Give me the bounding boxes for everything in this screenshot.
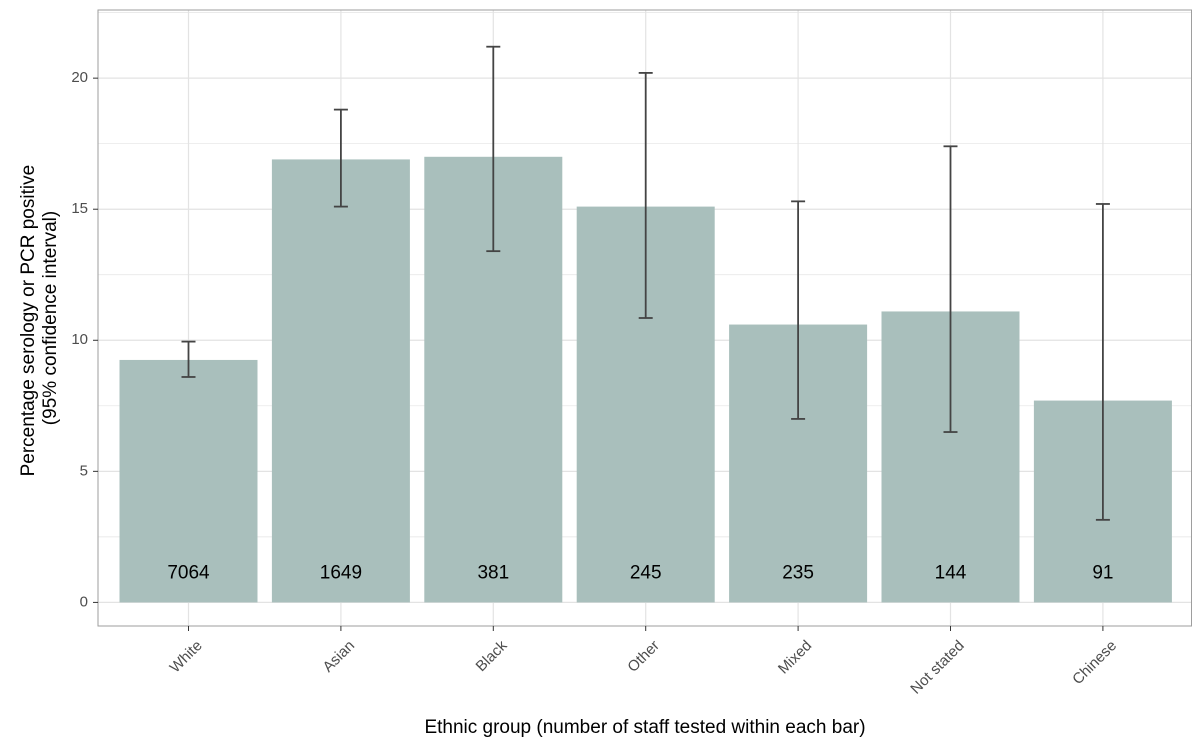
bar-count-label: 1649 [320,563,362,584]
y-tick-label: 20 [71,69,88,86]
bar-count-label: 91 [1092,563,1113,584]
y-axis-ticks: 0 5 10 15 20 [71,69,98,610]
error-bar [791,200,806,420]
x-axis-title: Ethnic group (number of staff tested wit… [424,717,865,738]
bar-count-label: 235 [782,563,814,584]
x-tick-label: Not stated [907,637,967,697]
bar-asian [271,159,410,603]
x-tick-label: Mixed [775,637,815,677]
x-axis-ticks: White Asian Black Other Mixed Not stated Chine… [167,626,1120,698]
bar-count-labels: 7064 1649 381 245 235 144 91 [167,563,1113,584]
bar-count-label: 381 [477,563,509,584]
y-tick-label: 0 [80,593,88,610]
y-axis-title-line-2: (95% confidence interval) [40,211,61,425]
error-bars [181,45,1110,521]
bar-white [119,359,258,603]
x-tick-label: Black [473,637,511,675]
error-bar [181,340,196,378]
x-tick-label: Asian [320,637,359,676]
x-tick-label: White [167,637,206,676]
y-axis-title-line-1: Percentage serology or PCR positive [18,165,39,477]
error-bar [333,108,348,208]
x-tick-label: Other [624,637,663,676]
bar-count-label: 245 [630,563,662,584]
y-tick-label: 15 [71,200,88,217]
bar-count-label: 7064 [167,563,210,584]
error-bar [486,45,501,253]
error-bar [638,72,653,319]
y-axis-title: Percentage serology or PCR positive (95%… [18,160,61,477]
error-bar [943,145,958,433]
y-tick-label: 5 [80,462,88,479]
x-tick-label: Chinese [1069,637,1120,688]
bar-count-label: 144 [935,563,967,584]
y-tick-label: 10 [71,331,88,348]
error-bar [1095,203,1110,521]
